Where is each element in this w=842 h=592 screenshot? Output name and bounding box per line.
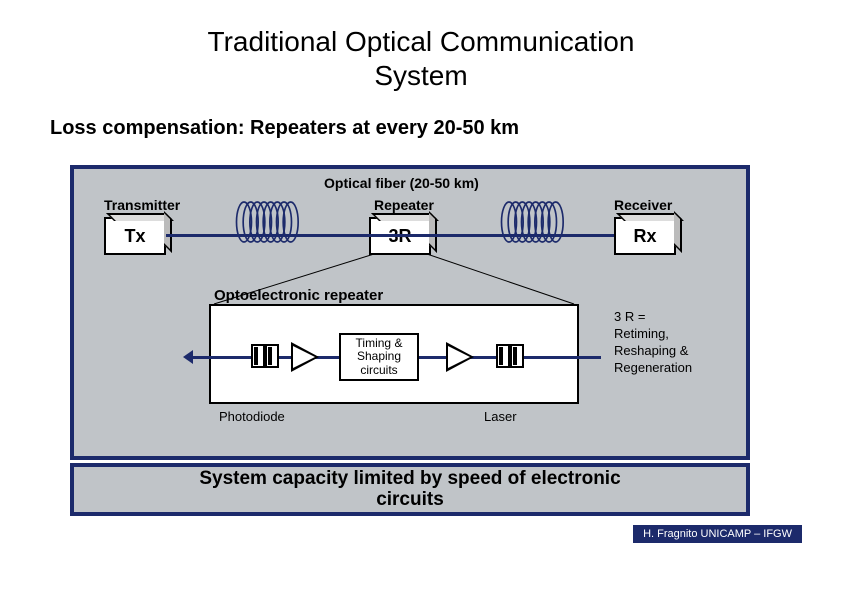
fiber-label: Optical fiber (20-50 km) (324, 175, 479, 191)
diagram-panel: Optical fiber (20-50 km) Transmitter Rep… (70, 165, 750, 460)
fiber-coil-1 (209, 197, 329, 247)
laser-1 (496, 344, 510, 368)
photodiode-2 (265, 344, 279, 368)
photodiode-1 (251, 344, 265, 368)
capacity-text: System capacity limited by speed of elec… (199, 469, 620, 511)
repeater-detail-box: Timing & Shaping circuits (209, 304, 579, 404)
fiber-coil-2 (474, 197, 594, 247)
amp-triangle-2-inner (448, 346, 470, 368)
photodiode-label: Photodiode (219, 409, 285, 424)
3r-def-l1: 3 R = (614, 309, 645, 324)
arrow-in (183, 350, 193, 364)
tx-box: Tx (104, 217, 166, 255)
opto-repeater-label: Optoelectronic repeater (214, 287, 383, 304)
attribution: H. Fragnito UNICAMP – IFGW (633, 525, 802, 543)
laser-label: Laser (484, 409, 517, 424)
capacity-bar: System capacity limited by speed of elec… (70, 463, 750, 516)
subheading: Loss compensation: Repeaters at every 20… (0, 92, 842, 150)
3r-definition: 3 R = Retiming, Reshaping & Regeneration (614, 309, 692, 377)
repeater-label: Repeater (374, 197, 434, 213)
timing-box: Timing & Shaping circuits (339, 333, 419, 381)
title-line2: System (374, 60, 467, 91)
3r-def-l2: Retiming, (614, 326, 669, 341)
slide-title: Traditional Optical Communication System (0, 0, 842, 92)
3r-def-l4: Regeneration (614, 360, 692, 375)
amp-triangle-1-inner (293, 346, 315, 368)
title-line1: Traditional Optical Communication (208, 26, 635, 57)
3r-def-l3: Reshaping & (614, 343, 688, 358)
receiver-label: Receiver (614, 197, 672, 213)
rx-box: Rx (614, 217, 676, 255)
transmitter-label: Transmitter (104, 197, 180, 213)
laser-2 (510, 344, 524, 368)
capacity-l1: System capacity limited by speed of elec… (199, 468, 620, 489)
capacity-l2: circuits (376, 489, 444, 510)
